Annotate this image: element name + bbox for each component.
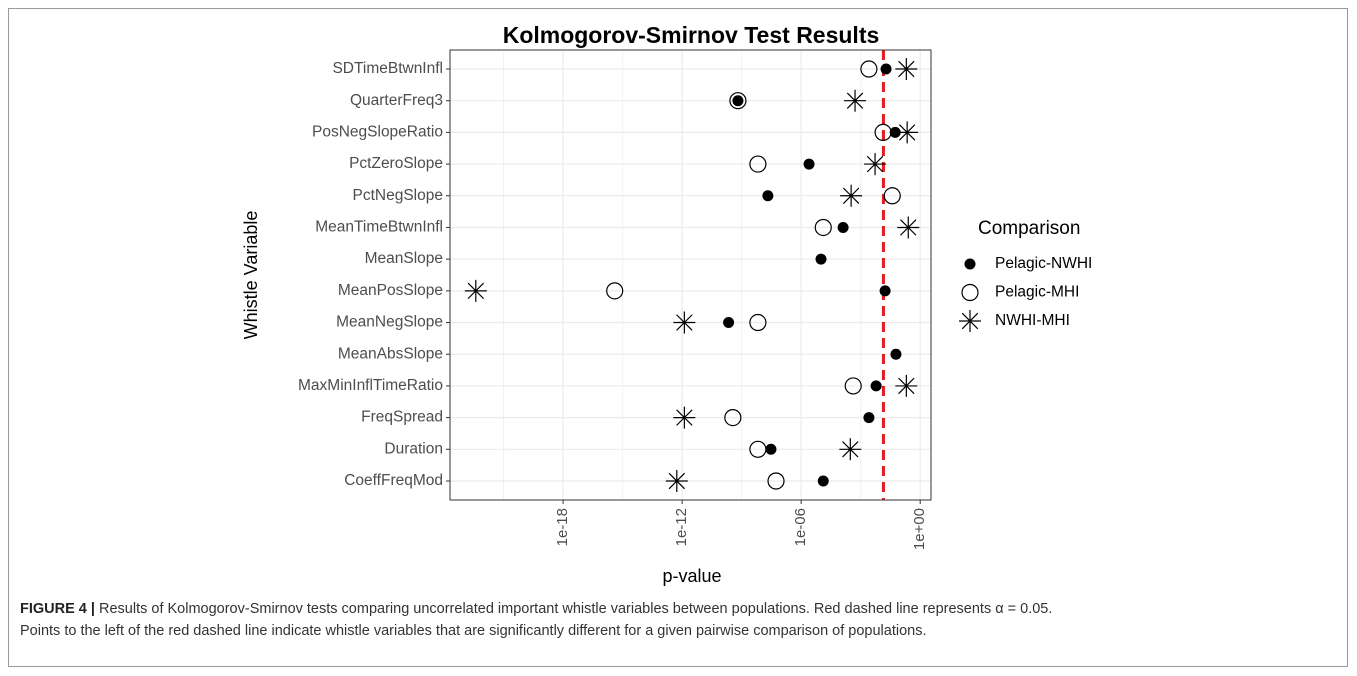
point bbox=[673, 311, 696, 334]
point bbox=[837, 221, 849, 233]
point bbox=[749, 440, 767, 458]
point bbox=[840, 184, 863, 207]
legend-label: Pelagic-MHI bbox=[995, 284, 1079, 301]
point bbox=[895, 58, 918, 81]
caption-text: Points to the left of the red dashed lin… bbox=[20, 623, 927, 639]
point bbox=[732, 95, 744, 107]
y-axis-label: Whistle Variable bbox=[241, 211, 261, 340]
legend-marker bbox=[959, 310, 981, 332]
point bbox=[817, 475, 829, 487]
point bbox=[762, 190, 774, 202]
y-tick-label: MeanAbsSlope bbox=[338, 345, 443, 362]
point bbox=[896, 121, 919, 144]
legend-label: NWHI-MHI bbox=[995, 312, 1070, 329]
point bbox=[765, 443, 777, 455]
legend-label: Pelagic-NWHI bbox=[995, 255, 1092, 272]
point bbox=[879, 285, 891, 297]
caption-line: Points to the left of the red dashed lin… bbox=[20, 620, 1340, 642]
point bbox=[864, 153, 887, 176]
point bbox=[814, 218, 832, 237]
point bbox=[844, 377, 862, 395]
y-tick-label: MaxMinInflTimeRatio bbox=[298, 377, 443, 394]
point bbox=[895, 374, 918, 397]
y-tick-label: PosNegSlopeRatio bbox=[312, 123, 443, 140]
point bbox=[749, 155, 767, 173]
caption-line: FIGURE 4 | Results of Kolmogorov-Smirnov… bbox=[20, 598, 1340, 620]
y-tick-label: MeanPosSlope bbox=[338, 282, 443, 299]
x-tick-label: 1e+00 bbox=[911, 508, 928, 550]
point bbox=[880, 63, 892, 75]
y-tick-label: PctNegSlope bbox=[353, 187, 443, 204]
point bbox=[874, 123, 892, 141]
y-tick-label: PctZeroSlope bbox=[349, 155, 443, 172]
point bbox=[606, 282, 624, 300]
y-tick-label: MeanNegSlope bbox=[336, 314, 443, 331]
legend-marker bbox=[961, 283, 979, 302]
plot-background bbox=[450, 50, 931, 500]
plot-border bbox=[449, 49, 932, 501]
y-tick-label: Duration bbox=[384, 440, 443, 457]
point bbox=[897, 216, 920, 239]
y-tick-label: MeanTimeBtwnInfl bbox=[315, 219, 443, 236]
point bbox=[749, 313, 767, 332]
point bbox=[723, 317, 735, 329]
y-tick-label: FreqSpread bbox=[361, 409, 443, 426]
point bbox=[889, 126, 901, 138]
point bbox=[803, 158, 815, 170]
point bbox=[883, 187, 901, 205]
point bbox=[767, 472, 785, 490]
y-tick-label: SDTimeBtwnInfl bbox=[332, 60, 443, 77]
legend-marker bbox=[964, 258, 976, 270]
x-tick-label: 1e-12 bbox=[673, 508, 690, 546]
caption-text: Results of Kolmogorov-Smirnov tests comp… bbox=[99, 601, 1053, 617]
point bbox=[464, 279, 487, 302]
point bbox=[724, 409, 742, 427]
caption-label: FIGURE 4 | bbox=[20, 601, 95, 617]
point bbox=[860, 60, 878, 78]
legend-title: Comparison bbox=[978, 218, 1080, 239]
y-tick-label: CoeffFreqMod bbox=[344, 472, 443, 489]
x-tick-label: 1e-06 bbox=[792, 508, 809, 546]
point bbox=[729, 92, 747, 110]
chart-title: Kolmogorov-Smirnov Test Results bbox=[503, 22, 880, 48]
y-tick-label: QuarterFreq3 bbox=[350, 92, 443, 109]
chart: Kolmogorov-Smirnov Test Results p-value … bbox=[241, 22, 1093, 586]
caption: FIGURE 4 | Results of Kolmogorov-Smirnov… bbox=[20, 598, 1340, 642]
x-axis-label: p-value bbox=[662, 566, 721, 586]
point bbox=[665, 469, 688, 492]
point bbox=[815, 253, 827, 265]
figure-frame bbox=[8, 8, 1348, 667]
point bbox=[890, 348, 902, 360]
point bbox=[839, 438, 862, 461]
x-tick-label: 1e-18 bbox=[554, 508, 571, 546]
point bbox=[844, 89, 867, 112]
point bbox=[863, 412, 875, 424]
y-tick-label: MeanSlope bbox=[365, 250, 443, 267]
point bbox=[673, 406, 696, 429]
point bbox=[870, 380, 882, 392]
